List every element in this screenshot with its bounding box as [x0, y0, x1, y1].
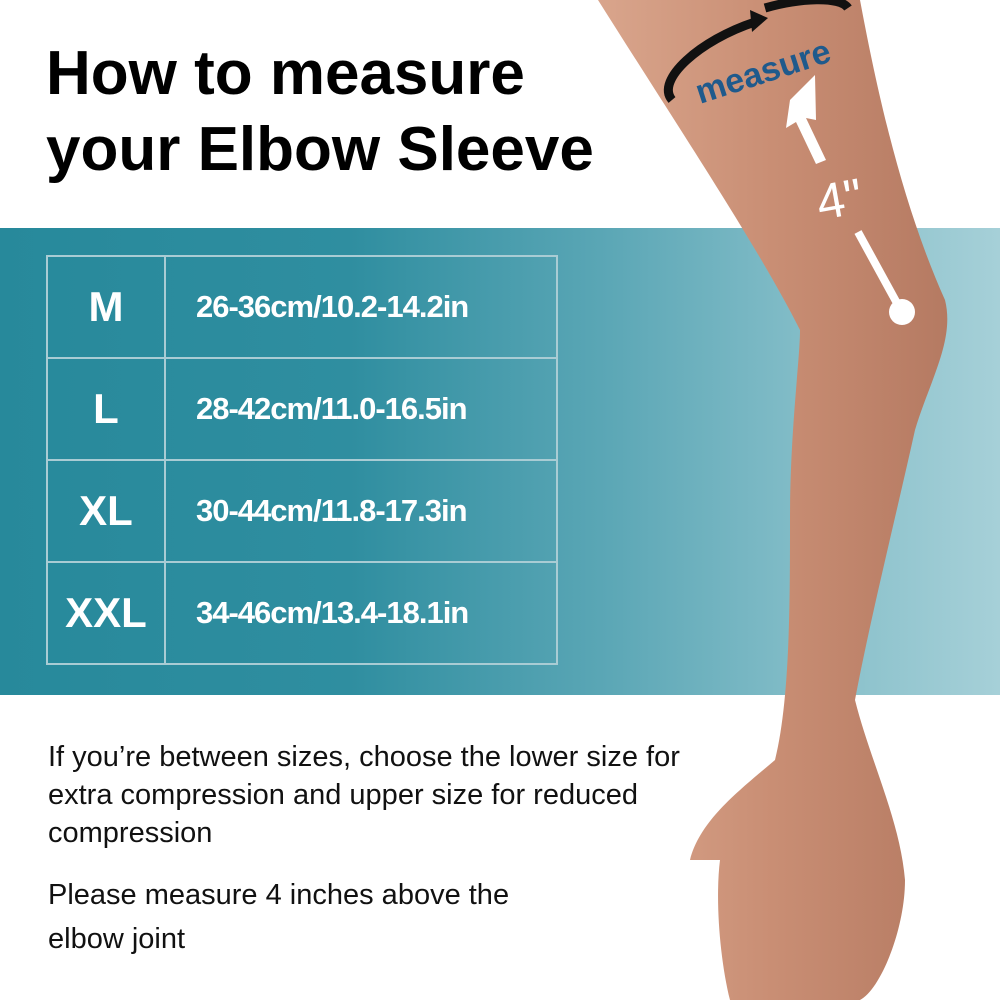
arm-shape: [598, 0, 948, 1000]
title-line-1: How to measure: [46, 39, 525, 108]
title-line-2: your Elbow Sleeve: [46, 115, 594, 184]
range-cell: 34-46cm/13.4-18.1in: [164, 561, 558, 665]
elbow-point-icon: [889, 299, 915, 325]
range-cell: 28-42cm/11.0-16.5in: [164, 357, 558, 461]
size-cell: XL: [46, 459, 166, 563]
size-cell: XXL: [46, 561, 166, 665]
table-row: XXL 34-46cm/13.4-18.1in: [46, 561, 558, 665]
size-chart-table: M 26-36cm/10.2-14.2in L 28-42cm/11.0-16.…: [46, 255, 558, 665]
table-row: M 26-36cm/10.2-14.2in: [46, 255, 558, 359]
table-row: L 28-42cm/11.0-16.5in: [46, 357, 558, 461]
size-cell: M: [46, 255, 166, 359]
page-title: How to measure your Elbow Sleeve: [46, 36, 594, 188]
measure-arrow-icon: [663, 17, 757, 103]
measure-instruction-note: Please measure 4 inches above the elbow …: [48, 879, 510, 955]
size-cell: L: [46, 357, 166, 461]
up-arrow-icon: [786, 75, 826, 164]
range-cell: 26-36cm/10.2-14.2in: [164, 255, 558, 359]
table-row: XL 30-44cm/11.8-17.3in: [46, 459, 558, 563]
distance-label: 4": [812, 168, 867, 231]
range-cell: 30-44cm/11.8-17.3in: [164, 459, 558, 563]
between-sizes-note: If you’re between sizes, choose the lowe…: [48, 741, 680, 849]
